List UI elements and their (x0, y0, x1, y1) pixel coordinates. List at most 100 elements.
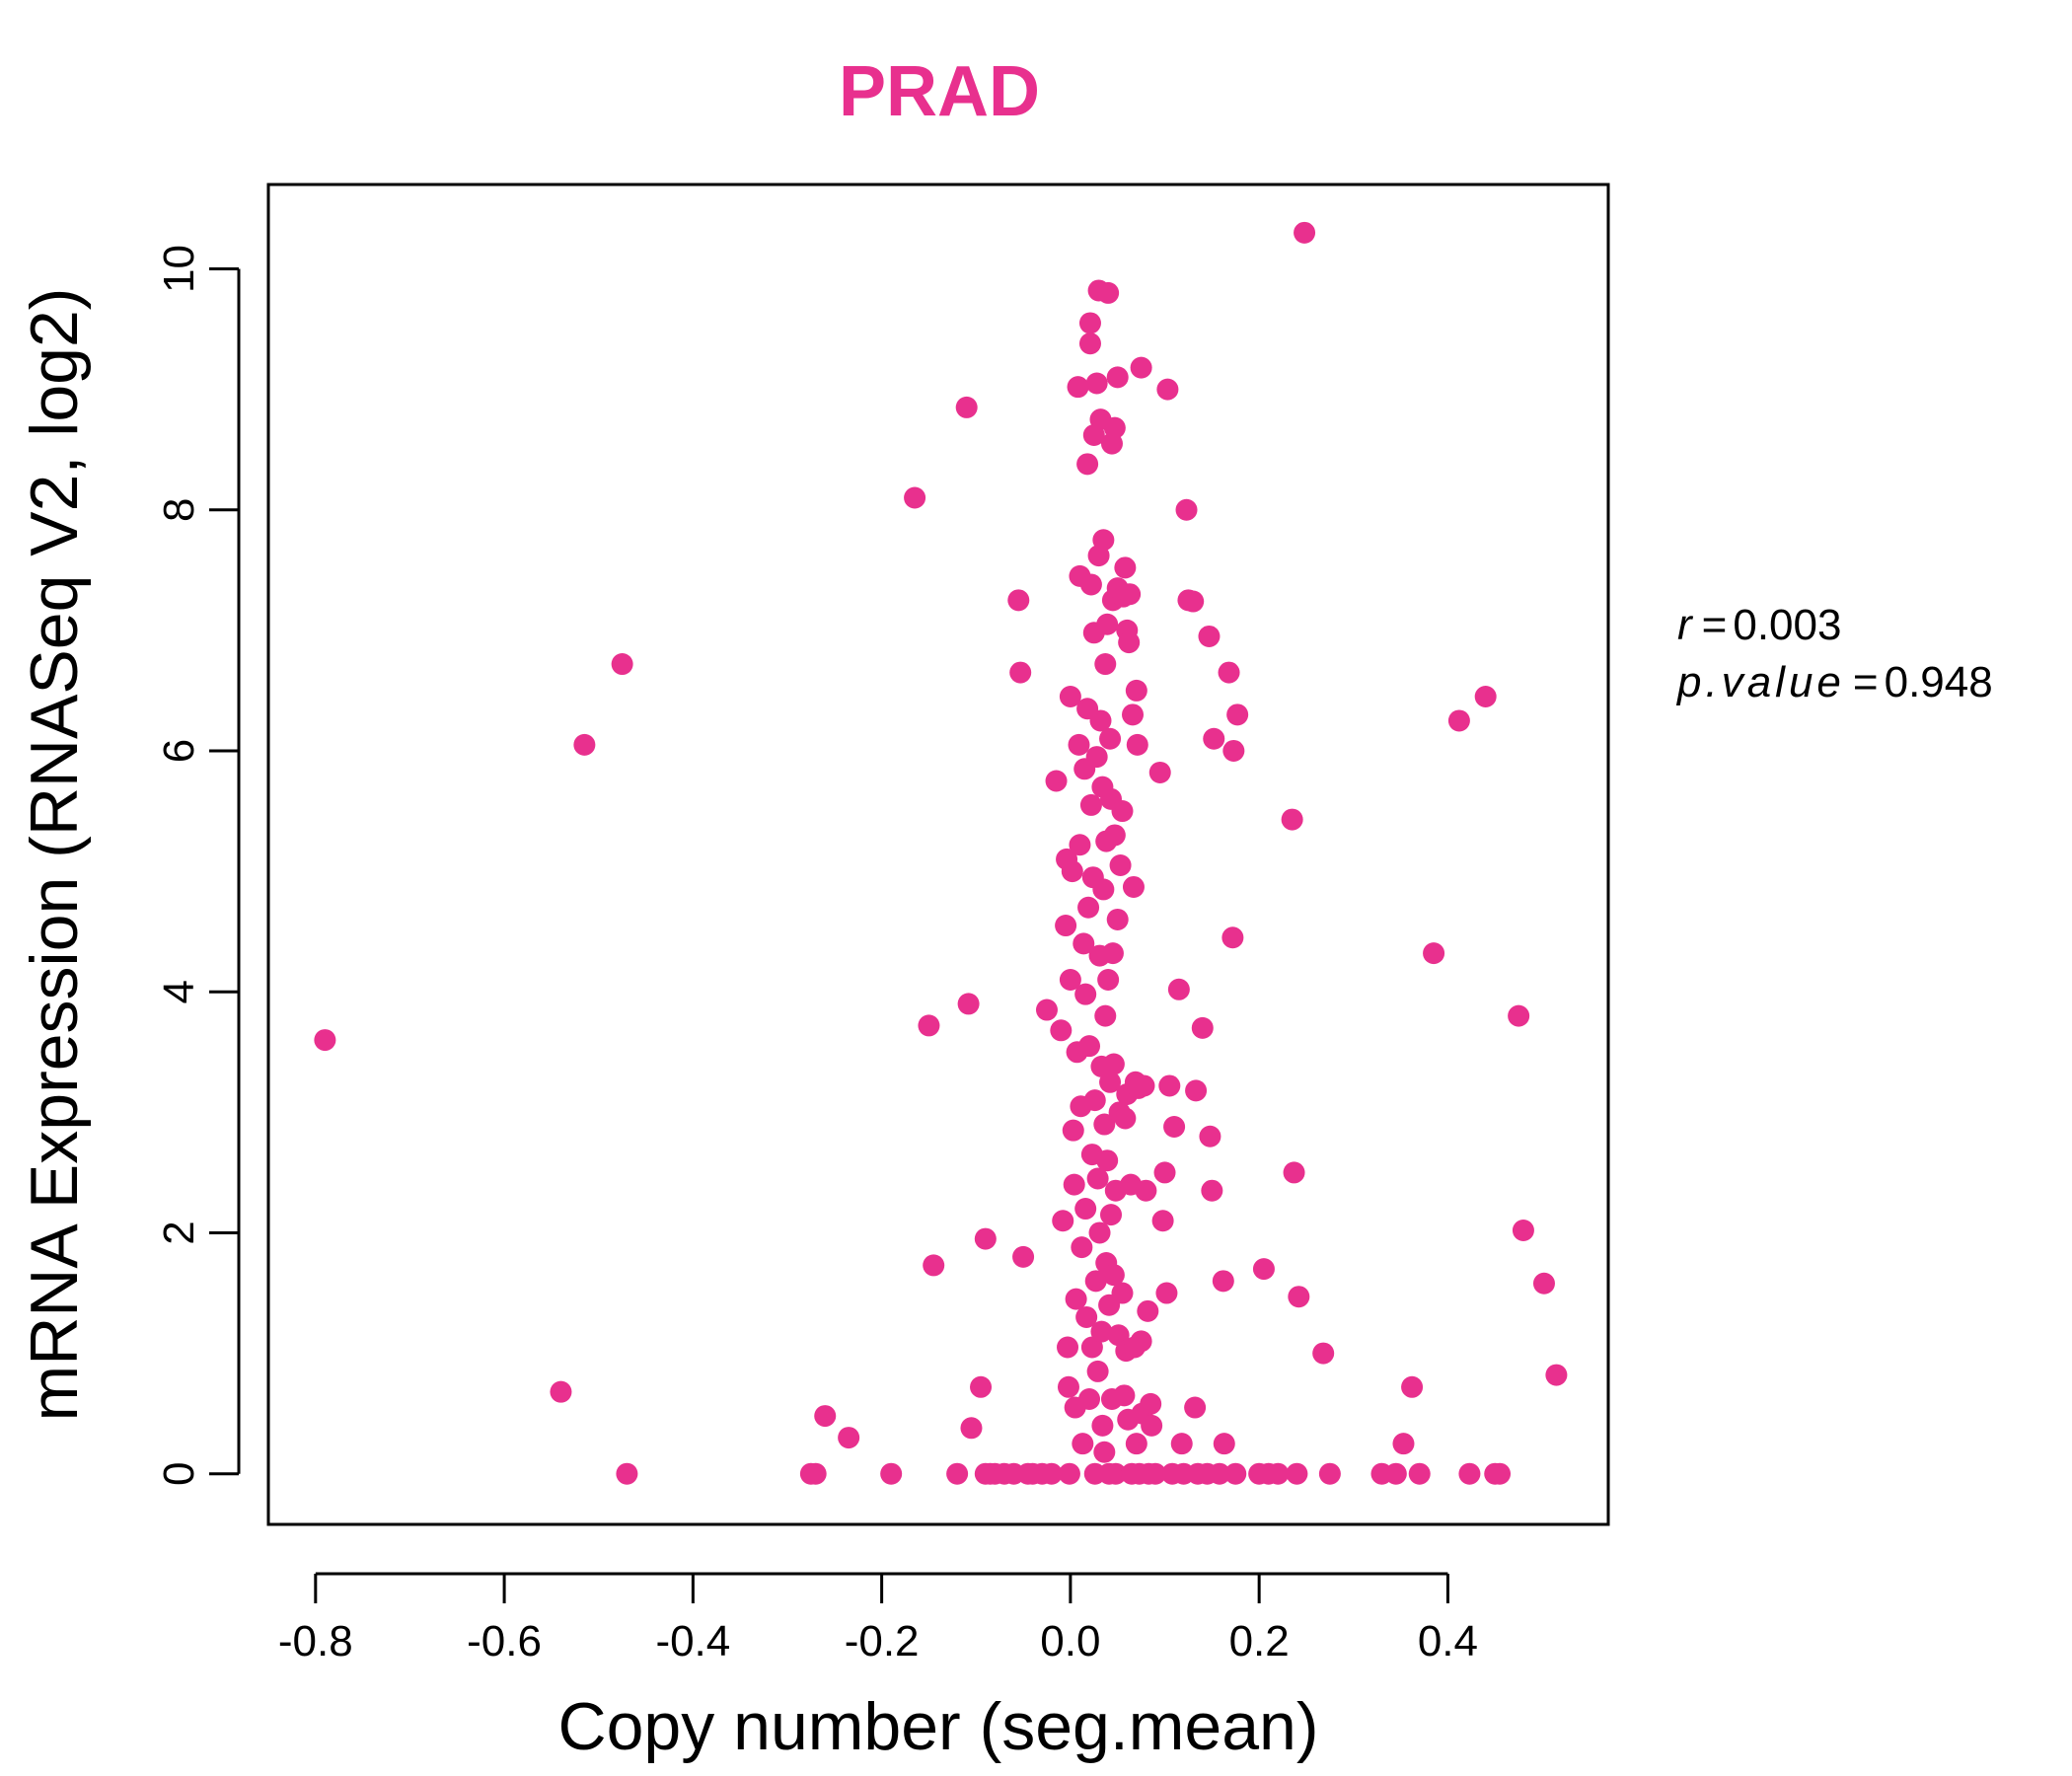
data-point (314, 1029, 336, 1052)
y-axis: 0 2 4 6 8 10 (155, 245, 241, 1486)
data-point (946, 1462, 969, 1485)
y-tick-label: 6 (155, 739, 203, 763)
p-label: p.value (1675, 658, 1845, 706)
data-point (1447, 709, 1470, 732)
data-point (1080, 1336, 1103, 1359)
data-point (1093, 1113, 1116, 1136)
x-tick-label: -0.4 (655, 1617, 730, 1665)
data-point (1089, 709, 1112, 732)
data-point (1106, 908, 1129, 930)
data-point (1130, 1330, 1152, 1353)
data-point (1294, 221, 1316, 244)
y-axis-title: mRNA Expression (RNASeq V2, log2) (17, 288, 92, 1422)
data-point (1103, 824, 1126, 847)
y-tick-label: 10 (155, 245, 203, 293)
data-point (1085, 372, 1108, 395)
data-point (1012, 1245, 1035, 1268)
data-point (1067, 376, 1089, 399)
data-point (1097, 281, 1120, 304)
data-point (1097, 969, 1120, 992)
data-point (1423, 942, 1445, 965)
data-point (1103, 416, 1126, 439)
data-point (1312, 1342, 1335, 1365)
data-point (1158, 1074, 1181, 1097)
data-point (814, 1405, 837, 1428)
data-point (1288, 1286, 1310, 1308)
data-point (1203, 727, 1225, 750)
data-point (1101, 942, 1124, 965)
data-point (1058, 1462, 1080, 1485)
data-point (1096, 613, 1119, 635)
data-point (1545, 1364, 1568, 1386)
data-point (1185, 1079, 1208, 1102)
data-point (1074, 1198, 1097, 1221)
data-point (1099, 1071, 1122, 1093)
r-statistic: r = 0.003 (1677, 601, 1841, 649)
data-point (1059, 969, 1081, 992)
data-point (1099, 727, 1122, 750)
data-point (1111, 1282, 1134, 1304)
data-point (1221, 926, 1244, 949)
data-point (1073, 932, 1095, 955)
data-point (1135, 1179, 1157, 1202)
data-point (1063, 1173, 1085, 1196)
data-point (1198, 625, 1221, 647)
data-point (1224, 1462, 1247, 1485)
data-point (1384, 1462, 1407, 1485)
data-point (1114, 1107, 1137, 1130)
data-point (1086, 1167, 1109, 1190)
data-point (1218, 661, 1240, 684)
data-point (1153, 1161, 1176, 1184)
data-point (1199, 1125, 1221, 1147)
data-point (1090, 1320, 1113, 1343)
data-point (1084, 1270, 1107, 1293)
data-point (955, 396, 978, 418)
data-point (1094, 653, 1117, 676)
data-point (804, 1462, 827, 1485)
data-point (1222, 739, 1245, 762)
data-point (1126, 733, 1148, 756)
data-point (1104, 1462, 1127, 1485)
data-point (1050, 1019, 1073, 1042)
data-point (1167, 978, 1190, 1000)
data-point (611, 653, 633, 676)
data-point (957, 993, 980, 1015)
data-point (1114, 556, 1137, 579)
data-point (880, 1462, 903, 1485)
data-point (1057, 1336, 1079, 1359)
data-point (1212, 1270, 1234, 1293)
data-point (923, 1254, 945, 1277)
data-point (1078, 333, 1101, 355)
correlation-annotation: r = 0.003 p.value = 0.948 (1675, 601, 1993, 706)
data-point (1156, 378, 1179, 401)
data-point (1085, 746, 1108, 769)
data-point (1106, 366, 1129, 389)
data-point (1140, 1392, 1162, 1415)
p-statistic: p.value = 0.948 (1675, 658, 1993, 706)
data-point (1009, 661, 1032, 684)
data-point (1111, 800, 1134, 823)
data-point (1184, 1396, 1207, 1419)
x-tick-label: 0.2 (1229, 1617, 1290, 1665)
data-point (1125, 1433, 1147, 1455)
data-point (1096, 1149, 1119, 1172)
x-tick-label: -0.6 (467, 1617, 542, 1665)
data-point (1512, 1220, 1534, 1242)
data-point (1061, 860, 1083, 883)
data-point (1226, 703, 1249, 726)
data-point (1489, 1462, 1512, 1485)
data-point (1163, 1115, 1186, 1138)
data-point (1508, 1004, 1530, 1027)
data-point (1201, 1179, 1223, 1202)
data-point (1281, 808, 1303, 831)
data-point (1109, 853, 1132, 876)
data-point (838, 1427, 860, 1449)
data-point (1191, 1016, 1214, 1039)
x-tick-label: 0.0 (1040, 1617, 1100, 1665)
data-point (1100, 1204, 1123, 1226)
y-tick-label: 0 (155, 1461, 203, 1485)
y-tick-label: 8 (155, 497, 203, 521)
data-point (1072, 1433, 1094, 1455)
r-label: r (1677, 601, 1694, 649)
